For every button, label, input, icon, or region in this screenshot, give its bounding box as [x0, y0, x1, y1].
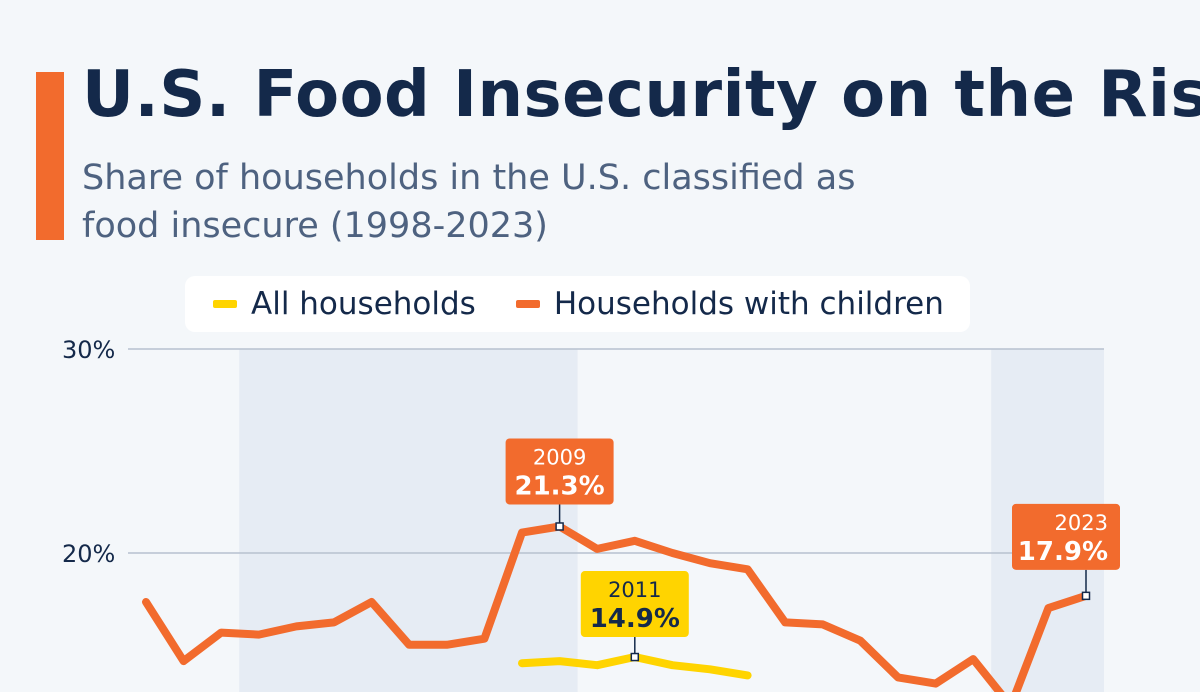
- chart-subtitle: Share of households in the U.S. classifi…: [82, 158, 856, 246]
- callout-box-2023: [1012, 503, 1120, 570]
- callout-marker-2009: [555, 522, 564, 531]
- legend-label-households-with-children: Households with children: [553, 286, 944, 322]
- background-band-1: [239, 349, 578, 692]
- callout-marker-2011: [630, 652, 640, 662]
- callout-marker-2023: [1081, 591, 1091, 601]
- callout-box-2011: [580, 571, 689, 638]
- y-tick-label-20: 20%: [62, 540, 115, 568]
- legend-swatch-households-with-children: [515, 300, 540, 308]
- legend-swatch-all-households: [213, 300, 237, 308]
- callout-value-2009: 21.3%: [514, 471, 604, 501]
- legend: All households Households with children: [185, 276, 970, 332]
- legend-label-all-households: All households: [251, 286, 476, 322]
- callout-year-2023: 2023: [1055, 511, 1108, 535]
- callout-year-2009: 2009: [533, 445, 586, 469]
- callout-year-2011: 2011: [608, 578, 661, 602]
- y-tick-label-30: 30%: [62, 336, 115, 364]
- legend-item-households-with-children: Households with children: [515, 286, 944, 322]
- title-accent-bar: [36, 72, 64, 240]
- series-line-households-with-children: [142, 522, 1090, 692]
- callout-box-2009: [505, 438, 614, 505]
- chart-title: U.S. Food Insecurity on the Rise: [82, 58, 1200, 132]
- callout-value-2011: 14.9%: [590, 604, 680, 634]
- callout-value-2023: 17.9%: [1018, 537, 1108, 567]
- legend-item-all-households: All households: [213, 286, 476, 322]
